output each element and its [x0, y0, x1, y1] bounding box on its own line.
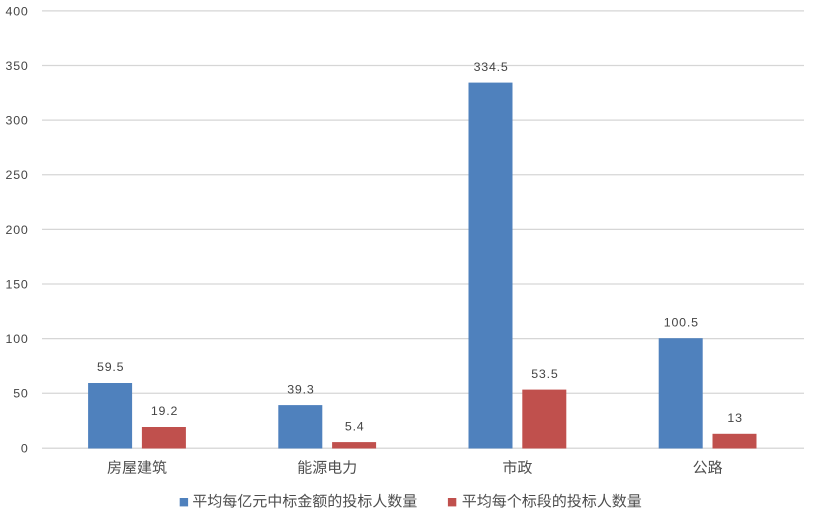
svg-text:5.4: 5.4 [345, 419, 365, 433]
svg-text:100.5: 100.5 [664, 315, 699, 329]
svg-text:50: 50 [13, 387, 28, 401]
svg-text:13: 13 [727, 411, 742, 425]
svg-text:100: 100 [6, 332, 29, 346]
svg-text:150: 150 [6, 277, 29, 291]
svg-text:19.2: 19.2 [151, 404, 178, 418]
svg-text:250: 250 [6, 168, 29, 182]
svg-text:334.5: 334.5 [474, 60, 509, 74]
svg-text:59.5: 59.5 [97, 360, 124, 374]
svg-text:300: 300 [6, 114, 29, 128]
svg-text:350: 350 [6, 59, 29, 73]
svg-text:53.5: 53.5 [531, 367, 558, 381]
svg-text:39.3: 39.3 [287, 382, 314, 396]
svg-text:400: 400 [6, 4, 29, 18]
svg-text:200: 200 [6, 223, 29, 237]
svg-text:0: 0 [21, 441, 29, 455]
